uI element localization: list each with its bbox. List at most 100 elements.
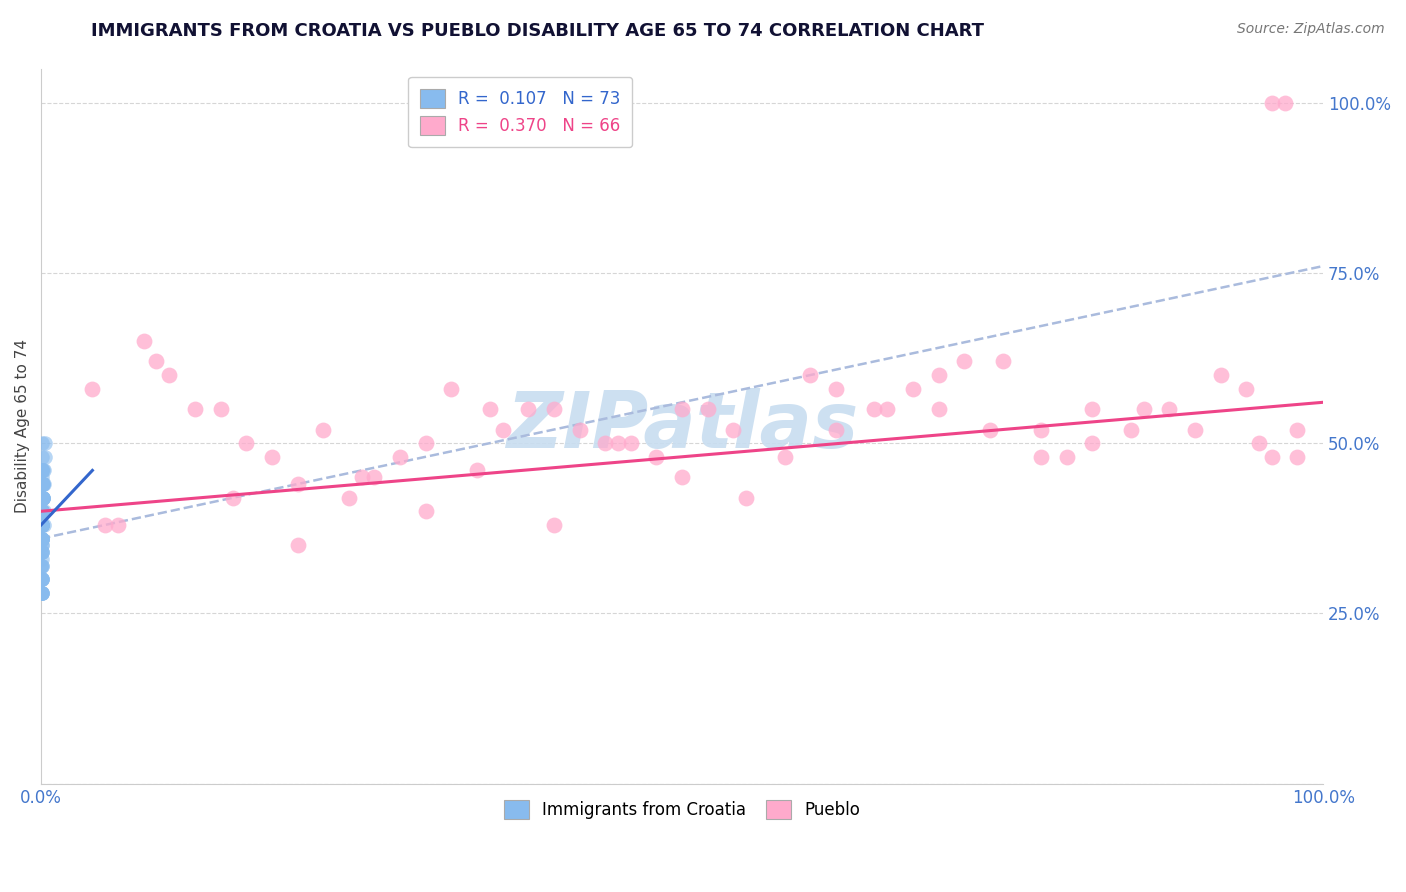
Point bbox=[235, 436, 257, 450]
Point bbox=[1081, 436, 1104, 450]
Point bbox=[32, 491, 55, 505]
Point bbox=[31, 517, 53, 532]
Point bbox=[337, 491, 360, 505]
Point bbox=[31, 491, 53, 505]
Point bbox=[1029, 450, 1052, 464]
Y-axis label: Disability Age 65 to 74: Disability Age 65 to 74 bbox=[15, 339, 30, 513]
Point bbox=[132, 334, 155, 348]
Point bbox=[825, 382, 848, 396]
Point bbox=[31, 532, 53, 546]
Point bbox=[491, 423, 513, 437]
Point bbox=[31, 532, 53, 546]
Point bbox=[773, 450, 796, 464]
Point bbox=[1234, 382, 1257, 396]
Point bbox=[31, 504, 53, 518]
Point bbox=[145, 354, 167, 368]
Point bbox=[31, 558, 53, 573]
Point bbox=[31, 517, 53, 532]
Point bbox=[32, 517, 55, 532]
Point bbox=[31, 517, 53, 532]
Point bbox=[645, 450, 668, 464]
Point bbox=[31, 545, 53, 559]
Point bbox=[31, 477, 53, 491]
Point bbox=[1081, 402, 1104, 417]
Point bbox=[31, 558, 53, 573]
Text: IMMIGRANTS FROM CROATIA VS PUEBLO DISABILITY AGE 65 TO 74 CORRELATION CHART: IMMIGRANTS FROM CROATIA VS PUEBLO DISABI… bbox=[91, 22, 984, 40]
Point bbox=[32, 491, 55, 505]
Point bbox=[31, 532, 53, 546]
Point bbox=[825, 423, 848, 437]
Point bbox=[696, 402, 718, 417]
Point bbox=[31, 573, 53, 587]
Point bbox=[953, 354, 976, 368]
Point bbox=[32, 491, 55, 505]
Point bbox=[184, 402, 207, 417]
Point bbox=[32, 477, 55, 491]
Point bbox=[287, 538, 309, 552]
Point bbox=[31, 504, 53, 518]
Point bbox=[32, 477, 55, 491]
Legend: Immigrants from Croatia, Pueblo: Immigrants from Croatia, Pueblo bbox=[498, 793, 868, 825]
Point bbox=[671, 470, 693, 484]
Point bbox=[1132, 402, 1154, 417]
Point bbox=[389, 450, 412, 464]
Point bbox=[735, 491, 758, 505]
Point bbox=[1274, 95, 1296, 110]
Point bbox=[31, 532, 53, 546]
Point bbox=[31, 470, 53, 484]
Point bbox=[1056, 450, 1078, 464]
Point bbox=[31, 491, 53, 505]
Point bbox=[517, 402, 540, 417]
Point bbox=[31, 463, 53, 477]
Point bbox=[31, 586, 53, 600]
Point bbox=[312, 423, 335, 437]
Point bbox=[31, 504, 53, 518]
Point bbox=[31, 586, 53, 600]
Point bbox=[31, 552, 53, 566]
Point bbox=[107, 517, 129, 532]
Point bbox=[31, 538, 53, 552]
Point bbox=[31, 491, 53, 505]
Point bbox=[607, 436, 630, 450]
Point bbox=[31, 491, 53, 505]
Point bbox=[31, 573, 53, 587]
Point bbox=[543, 517, 565, 532]
Text: Source: ZipAtlas.com: Source: ZipAtlas.com bbox=[1237, 22, 1385, 37]
Point bbox=[415, 504, 437, 518]
Point bbox=[31, 538, 53, 552]
Point bbox=[31, 586, 53, 600]
Point bbox=[287, 477, 309, 491]
Point bbox=[31, 463, 53, 477]
Point bbox=[222, 491, 245, 505]
Point bbox=[31, 517, 53, 532]
Point bbox=[863, 402, 886, 417]
Point bbox=[32, 477, 55, 491]
Point bbox=[31, 491, 53, 505]
Point bbox=[1247, 436, 1270, 450]
Point bbox=[31, 477, 53, 491]
Point bbox=[31, 532, 53, 546]
Point bbox=[31, 545, 53, 559]
Point bbox=[363, 470, 385, 484]
Point bbox=[32, 504, 55, 518]
Point bbox=[31, 491, 53, 505]
Point bbox=[31, 436, 53, 450]
Point bbox=[31, 477, 53, 491]
Point bbox=[979, 423, 1001, 437]
Point bbox=[1261, 95, 1284, 110]
Point bbox=[31, 532, 53, 546]
Point bbox=[31, 573, 53, 587]
Point bbox=[34, 450, 56, 464]
Point bbox=[31, 573, 53, 587]
Point bbox=[415, 436, 437, 450]
Point bbox=[1184, 423, 1206, 437]
Point bbox=[157, 368, 180, 382]
Point bbox=[593, 436, 616, 450]
Point bbox=[799, 368, 821, 382]
Point bbox=[31, 477, 53, 491]
Point bbox=[543, 402, 565, 417]
Point bbox=[31, 504, 53, 518]
Point bbox=[991, 354, 1014, 368]
Point bbox=[31, 504, 53, 518]
Point bbox=[928, 402, 950, 417]
